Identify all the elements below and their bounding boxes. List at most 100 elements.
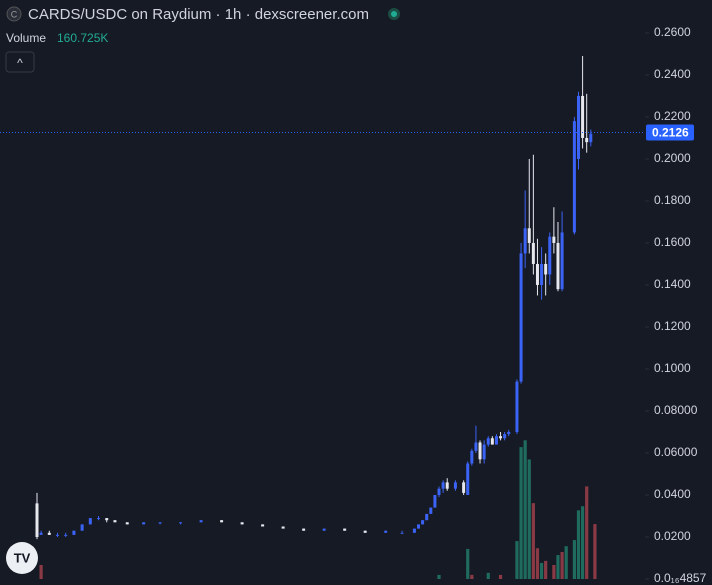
candle-body: [322, 528, 326, 531]
volume-bar: [486, 572, 490, 579]
volume-pane: [39, 440, 597, 579]
volume-bar: [437, 574, 441, 579]
candle-body: [581, 95, 585, 138]
status-dot: [391, 11, 397, 17]
y-tick-label: 0.0400: [654, 487, 691, 501]
candle-body: [47, 532, 51, 535]
candle-body: [466, 463, 470, 495]
candle-body: [363, 530, 367, 533]
candle-body: [519, 253, 523, 382]
volume-bar: [564, 546, 568, 579]
volume-bar: [466, 548, 470, 579]
candle-body: [412, 528, 416, 533]
candle-body: [64, 534, 68, 536]
candle-body: [585, 137, 589, 143]
volume-bar: [523, 440, 527, 579]
candle-body: [39, 532, 43, 535]
candle-body: [556, 242, 560, 290]
y-tick-label: 0.0₁₆4857: [654, 571, 707, 585]
volume-bar: [498, 574, 503, 579]
candle-body: [441, 482, 445, 489]
candle-body: [544, 263, 548, 275]
volume-bar: [539, 562, 544, 579]
token-icon-letter: C: [11, 9, 18, 19]
y-tick-label: 0.1400: [654, 277, 691, 291]
y-tick-label: 0.2000: [654, 151, 691, 165]
tv-logo-text: TV: [14, 550, 31, 565]
volume-bar: [515, 541, 519, 579]
candle-body: [470, 450, 474, 464]
candle-body: [453, 482, 457, 489]
y-tick-label: 0.1800: [654, 193, 691, 207]
y-tick-label: 0.2200: [654, 109, 691, 123]
candle-body: [421, 520, 425, 525]
candle-body: [199, 520, 203, 523]
candle-body: [527, 228, 531, 243]
volume-bar: [470, 574, 474, 579]
volume-bar: [560, 552, 564, 579]
y-tick-label: 0.2400: [654, 67, 691, 81]
candle-body: [142, 522, 146, 525]
candle-body: [548, 236, 552, 275]
collapse-button[interactable]: [5, 51, 35, 73]
candle-body: [523, 228, 527, 254]
candle-body: [343, 528, 347, 531]
volume-bar: [39, 564, 43, 579]
candle-body: [499, 436, 503, 439]
candle-body: [88, 518, 92, 525]
candle-body: [507, 431, 511, 435]
volume-bar: [576, 510, 581, 579]
candle-body: [400, 532, 404, 534]
volume-bar: [585, 486, 589, 579]
candle-body: [531, 242, 535, 264]
chart-title: CARDS/USDC on Raydium · 1h · dexscreener…: [28, 6, 369, 23]
volume-bar: [552, 564, 556, 579]
candle-body: [80, 524, 84, 531]
candle-body: [220, 520, 224, 523]
candle-body: [572, 121, 576, 233]
volume-bar: [580, 506, 585, 579]
candle-body: [417, 524, 421, 529]
token-icon: [6, 6, 22, 22]
candle-body: [302, 528, 306, 531]
price-axis: 0.0₁₆4857 0.0200 0.0400 0.06000 0.08000 0.100…: [645, 25, 707, 585]
candle-body: [515, 381, 519, 432]
candle-body: [474, 442, 478, 451]
candle-body: [486, 438, 490, 445]
candles: [0, 56, 645, 540]
candle-body: [437, 488, 441, 495]
candle-body: [97, 518, 101, 520]
volume-bar: [527, 459, 531, 579]
y-tick-label: 0.0200: [654, 529, 691, 543]
candle-body: [240, 522, 244, 525]
candle-body: [105, 518, 109, 521]
volume-bar: [572, 540, 576, 579]
volume-label: Volume: [6, 31, 46, 45]
collapse-icon[interactable]: ^: [17, 56, 23, 70]
candle-body: [261, 524, 265, 527]
candle-body: [445, 482, 449, 489]
y-tick-label: 0.2600: [654, 25, 691, 39]
price-label: 0.2126: [652, 126, 689, 140]
candle-body: [540, 263, 544, 285]
candle-body: [478, 442, 482, 460]
candle-body: [535, 263, 539, 285]
volume-bar: [556, 555, 560, 579]
candle-body: [560, 232, 564, 290]
candle-body: [72, 530, 76, 535]
candle-body: [281, 526, 285, 529]
candle-body: [503, 434, 507, 439]
candle-body: [179, 522, 183, 524]
tv-logo[interactable]: [6, 542, 38, 574]
candle-body: [490, 438, 494, 445]
y-tick-label: 0.06000: [654, 445, 698, 459]
volume-bar: [519, 447, 523, 579]
candle-body: [482, 444, 486, 460]
candle-body: [113, 520, 117, 523]
candle-body: [494, 436, 498, 445]
y-tick-label: 0.08000: [654, 403, 698, 417]
candle-body: [425, 513, 429, 521]
volume-bar: [593, 524, 597, 579]
candle-body: [433, 494, 437, 508]
volume-bar: [531, 503, 535, 579]
